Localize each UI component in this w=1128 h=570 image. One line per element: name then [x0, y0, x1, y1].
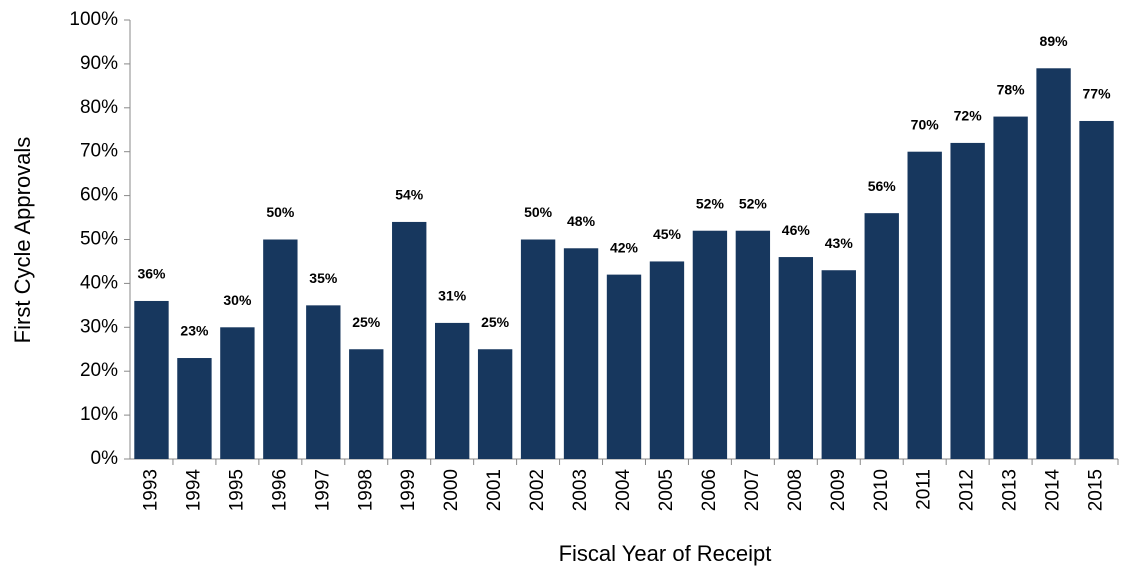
data-label: 46%: [782, 222, 811, 238]
bar: [306, 305, 341, 459]
x-tick-label: 2005: [656, 469, 677, 511]
y-tick-label: 0%: [91, 448, 119, 469]
data-label: 54%: [395, 187, 424, 203]
x-tick-label: 2010: [871, 469, 892, 511]
x-tick-label: 2001: [484, 469, 505, 511]
x-tick-label: 2003: [570, 469, 591, 511]
bar: [349, 349, 384, 459]
y-tick-label: 70%: [80, 141, 118, 162]
y-tick-label: 80%: [80, 97, 118, 118]
data-label: 45%: [653, 226, 682, 242]
data-label: 43%: [825, 235, 854, 251]
data-label: 52%: [739, 195, 768, 211]
data-label: 52%: [696, 195, 725, 211]
y-tick-label: 40%: [80, 272, 118, 293]
x-tick-label: 2015: [1086, 469, 1107, 511]
bar: [692, 230, 728, 459]
data-label: 70%: [911, 116, 940, 132]
bar: [778, 257, 814, 459]
bar: [606, 274, 642, 459]
x-tick-label: 2002: [527, 469, 548, 511]
x-tick-label: 2004: [613, 469, 634, 512]
data-label: 72%: [954, 108, 983, 124]
bar: [1036, 68, 1071, 459]
bar: [649, 261, 685, 459]
data-label: 56%: [868, 178, 897, 194]
data-label: 35%: [309, 270, 338, 286]
data-label: 31%: [438, 288, 467, 304]
x-tick-label: 2008: [785, 469, 806, 511]
bar: [907, 151, 942, 459]
bar: [821, 270, 856, 459]
x-tick-label: 2006: [699, 469, 720, 511]
x-tick-label: 2012: [957, 469, 978, 511]
bar: [563, 248, 599, 459]
bar: [477, 349, 513, 459]
y-tick-label: 10%: [80, 404, 118, 425]
x-tick-label: 2013: [1000, 469, 1021, 511]
x-axis-title: Fiscal Year of Receipt: [559, 541, 772, 566]
bar: [950, 142, 985, 460]
y-tick-label: 90%: [80, 53, 118, 74]
x-tick-label: 1993: [140, 469, 161, 511]
x-tick-label: 1999: [398, 469, 419, 511]
data-label: 30%: [223, 292, 252, 308]
bar: [392, 221, 427, 459]
x-tick-label: 1996: [269, 469, 290, 511]
bar: [220, 327, 255, 459]
y-tick-label: 60%: [80, 185, 118, 206]
data-label: 89%: [1040, 33, 1069, 49]
y-tick-label: 30%: [80, 316, 118, 337]
x-tick-label: 2011: [914, 469, 935, 510]
data-label: 25%: [481, 314, 510, 330]
bar: [177, 358, 212, 459]
data-label: 36%: [137, 266, 166, 282]
y-tick-label: 50%: [80, 229, 118, 250]
data-label: 78%: [997, 81, 1026, 97]
data-label: 48%: [567, 213, 596, 229]
x-tick-label: 1998: [355, 469, 376, 511]
y-tick-label: 100%: [69, 9, 118, 30]
y-axis-title: First Cycle Approvals: [10, 137, 35, 344]
x-tick-label: 2007: [742, 469, 763, 511]
bar: [434, 322, 470, 459]
x-tick-label: 2000: [441, 469, 462, 511]
bar: [993, 116, 1028, 459]
bar: [520, 239, 556, 459]
bar: [263, 239, 298, 459]
data-label: 50%: [266, 204, 295, 220]
x-tick-label: 1997: [312, 469, 333, 511]
bar: [134, 300, 169, 459]
data-label: 77%: [1083, 86, 1112, 102]
y-tick-label: 20%: [80, 360, 118, 381]
bar: [864, 213, 899, 459]
bar: [735, 230, 771, 459]
x-tick-label: 2014: [1043, 469, 1064, 512]
data-label: 25%: [352, 314, 381, 330]
bar: [1079, 120, 1114, 459]
x-tick-label: 1994: [183, 469, 204, 512]
x-tick-label: 2009: [828, 469, 849, 511]
data-label: 50%: [524, 204, 553, 220]
data-label: 23%: [180, 323, 209, 339]
x-tick-label: 1995: [226, 469, 247, 511]
data-label: 42%: [610, 239, 639, 255]
